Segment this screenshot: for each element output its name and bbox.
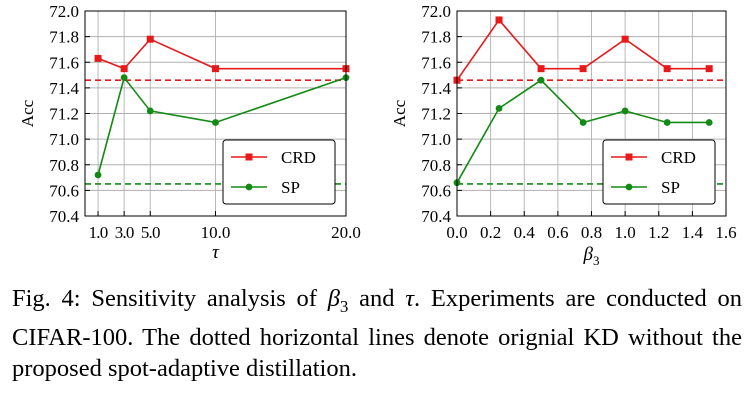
chart1-y-tick-label: 72.0 bbox=[49, 2, 79, 21]
caption-and: and bbox=[348, 285, 406, 312]
figure-caption: Fig. 4: Sensitivity analysis of β3 and τ… bbox=[12, 283, 742, 384]
chart2-y-tick-label: 71.6 bbox=[421, 53, 451, 72]
chart2-y-tick-label: 71.2 bbox=[421, 105, 451, 124]
chart2-x-tick-label: 0.2 bbox=[480, 223, 501, 242]
chart1-crd-series-line bbox=[97, 38, 346, 70]
chart1-y-axis-label: Acc bbox=[18, 99, 37, 127]
chart2-x-axis-label: β3 bbox=[583, 244, 600, 268]
chart1-y-tick-label: 71.8 bbox=[49, 28, 79, 47]
chart2-x-tick-label: 0.8 bbox=[581, 223, 602, 242]
chart1-legend-sp-label: SP bbox=[281, 178, 300, 197]
chart1-x-tick-label: 1.0 bbox=[89, 223, 108, 242]
chart1-sp-point bbox=[146, 107, 154, 115]
chart1-crd-point bbox=[146, 35, 154, 43]
chart1-crd-point bbox=[212, 65, 219, 73]
chart1-crd-point bbox=[94, 54, 102, 62]
chart1-x-tick-label: 3.0 bbox=[115, 223, 134, 242]
chart2-x-tick-label: 0.6 bbox=[547, 223, 568, 242]
chart2-crd-point bbox=[495, 16, 503, 24]
chart1-y-tick-label: 70.6 bbox=[49, 181, 79, 200]
chart2-sp-point bbox=[579, 119, 587, 126]
chart1-y-tick-label: 71.6 bbox=[49, 53, 79, 72]
caption-suffix: . Experiments are conducted on CIFAR-100… bbox=[12, 285, 743, 382]
chart1-x-axis-label: τ bbox=[212, 242, 220, 263]
chart2-legend-crd-marker bbox=[625, 153, 633, 161]
chart1-y-tick-label: 71.0 bbox=[49, 130, 79, 149]
caption-beta-symbol: β3 bbox=[327, 285, 349, 316]
chart2-x-tick-label: 1.6 bbox=[715, 223, 736, 242]
chart2-legend-sp-label: SP bbox=[661, 178, 680, 197]
chart2-legend-crd-label: CRD bbox=[661, 148, 696, 167]
chart2-x-tick-label: 1.4 bbox=[682, 223, 704, 242]
chart2-sp-point bbox=[621, 107, 629, 115]
chart2-legend-box bbox=[602, 139, 716, 205]
chart2-crd-point bbox=[663, 65, 671, 73]
chart2-sp-point bbox=[537, 76, 545, 84]
chart2-crd-point bbox=[705, 65, 713, 73]
chart1-x-tick-label: 5.0 bbox=[141, 223, 160, 242]
chart2-y-tick-label: 70.8 bbox=[421, 156, 451, 175]
chart2-x-tick-label: 0.4 bbox=[514, 223, 536, 242]
chart2-y-tick-label: 71.4 bbox=[421, 79, 451, 98]
chart1-y-tick-label: 70.8 bbox=[49, 156, 79, 175]
chart2-x-tick-label: 1.2 bbox=[648, 223, 669, 242]
chart1-legend-box bbox=[222, 139, 336, 205]
chart2-crd-point bbox=[579, 65, 587, 73]
chart1-x-tick-label: 10.0 bbox=[201, 223, 231, 242]
chart2-y-axis-label: Acc bbox=[390, 99, 409, 127]
chart2-crd-point bbox=[537, 65, 545, 73]
chart2-sp-point bbox=[495, 104, 503, 112]
chart2-x-tick-label: 1.0 bbox=[615, 223, 636, 242]
chart1-x-tick-label: 20.0 bbox=[331, 223, 361, 242]
chart1-sp-point bbox=[120, 74, 128, 82]
chart1-y-tick-label: 70.4 bbox=[49, 207, 79, 226]
chart2-y-tick-label: 71.0 bbox=[421, 130, 451, 149]
chart1-sp-point bbox=[212, 119, 219, 126]
chart1-legend-sp-marker bbox=[245, 183, 253, 191]
figure-charts: 70.4 70.6 70.8 71.0 71.2 71.4 71.6 71.8 72.0 1.0 3… bbox=[18, 2, 737, 268]
chart2-crd-point bbox=[621, 35, 629, 43]
chart2-sp-point bbox=[663, 119, 671, 126]
chart2-x-tick-label: 0.0 bbox=[446, 223, 467, 242]
chart1-crd-point bbox=[120, 65, 128, 73]
chart1-legend-crd-label: CRD bbox=[281, 148, 316, 167]
chart2-sp-point bbox=[705, 119, 713, 126]
chart1-legend-crd-marker bbox=[245, 153, 253, 161]
chart2-y-tick-label: 70.4 bbox=[421, 207, 451, 226]
caption-prefix: Fig. 4: Sensitivity analysis of bbox=[12, 285, 328, 312]
chart2-y-tick-label: 71.8 bbox=[421, 28, 451, 47]
chart2-y-tick-label: 70.6 bbox=[421, 181, 451, 200]
chart1-y-tick-label: 71.4 bbox=[49, 79, 79, 98]
chart1-sp-point bbox=[94, 171, 102, 179]
caption-tau-symbol: τ bbox=[405, 285, 415, 312]
chart2-legend-sp-marker bbox=[625, 183, 633, 191]
chart2-y-tick-label: 72.0 bbox=[421, 2, 451, 21]
chart1-y-tick-label: 71.2 bbox=[49, 105, 79, 124]
